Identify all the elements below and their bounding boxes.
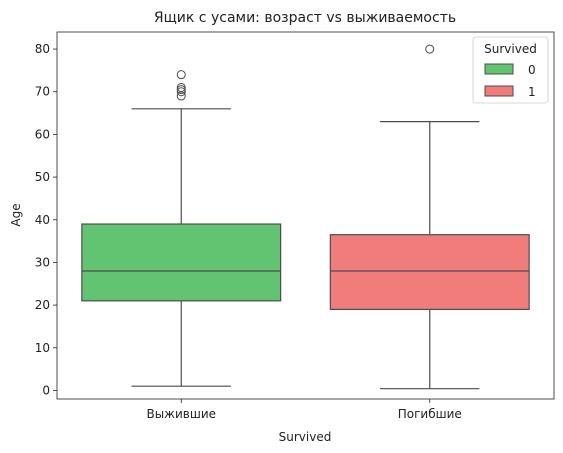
outlier-point	[425, 44, 435, 54]
legend-title: Survived	[484, 42, 537, 56]
y-axis-label: Age	[9, 203, 23, 226]
y-tick-label: 50	[35, 170, 50, 184]
y-tick-label: 70	[35, 85, 50, 99]
chart-title: Ящик с усами: возраст vs выживаемость	[154, 10, 456, 26]
y-tick-label: 0	[42, 383, 50, 397]
x-axis-label: Survived	[279, 430, 332, 444]
y-tick-label: 80	[35, 42, 50, 56]
outlier-point	[176, 70, 186, 80]
outlier-point	[176, 85, 186, 95]
x-axis: Выжившие Погибшие	[146, 399, 462, 421]
outlier-point	[176, 82, 186, 92]
outlier-point	[176, 87, 186, 97]
legend: Survived 0 1	[472, 36, 549, 104]
box-iqr	[81, 223, 282, 302]
legend-entry-label: 1	[528, 85, 536, 99]
legend-swatch	[484, 63, 514, 75]
y-tick-label: 30	[35, 255, 50, 269]
box-group-0	[81, 70, 282, 387]
legend-swatch	[484, 85, 514, 97]
plot-frame	[56, 31, 555, 400]
plot-area	[81, 44, 530, 390]
y-tick-label: 40	[35, 213, 50, 227]
y-tick-label: 60	[35, 127, 50, 141]
box-group-1	[329, 44, 530, 390]
x-tick-label: Выжившие	[146, 407, 216, 421]
legend-entry-label: 0	[528, 63, 536, 77]
outlier-point	[176, 91, 186, 101]
box-iqr	[329, 234, 530, 310]
y-tick-label: 10	[35, 341, 50, 355]
y-axis: 0 10 20 30 40 50 60 70 80	[35, 42, 57, 397]
y-tick-label: 20	[35, 298, 50, 312]
x-tick-label: Погибшие	[398, 407, 462, 421]
